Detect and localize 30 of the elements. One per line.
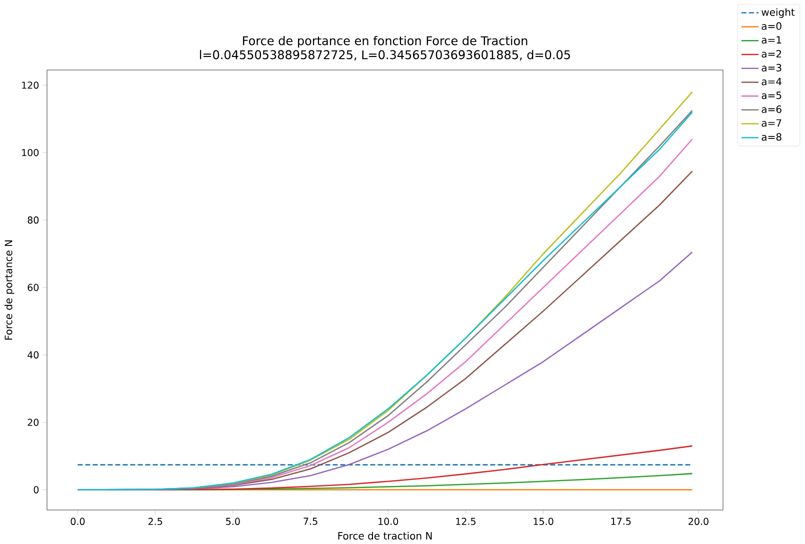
- legend-label: a=3: [762, 64, 782, 72]
- x-tick-label: 15.0: [534, 518, 554, 525]
- legend-label: a=1: [762, 36, 782, 44]
- chart-subtitle: l=0.04550538895872725, L=0.34565703693601885, d=0.05: [200, 50, 570, 60]
- y-tick-label: 80: [28, 216, 39, 224]
- chart-title: Force de portance en fonction Force de Traction: [243, 36, 528, 48]
- legend-label: a=8: [762, 133, 782, 141]
- x-tick-label: 0.0: [70, 518, 85, 525]
- x-tick-label: 12.5: [456, 518, 476, 525]
- y-tick-label: 100: [22, 149, 39, 156]
- x-axis-title: Force de traction N: [338, 532, 432, 540]
- x-tick-label: 20.0: [688, 518, 708, 525]
- x-tick-label: 2.5: [148, 518, 162, 525]
- x-tick-label: 7.5: [304, 518, 318, 525]
- y-tick-label: 0: [34, 486, 39, 494]
- y-tick-label: 60: [28, 284, 39, 292]
- legend-label: a=7: [762, 119, 782, 127]
- y-tick-label: 120: [22, 82, 39, 89]
- y-tick-label: 20: [28, 418, 39, 426]
- legend-label: a=5: [762, 92, 782, 100]
- x-tick-label: 10.0: [378, 518, 398, 525]
- y-axis-title: Force de portance N: [4, 240, 14, 340]
- legend-label: a=0: [762, 22, 782, 30]
- x-tick-label: 17.5: [611, 518, 631, 525]
- legend-label: a=2: [762, 50, 782, 58]
- legend-label: a=6: [762, 105, 782, 113]
- legend-label: a=4: [762, 78, 782, 86]
- legend-label: weight: [762, 8, 795, 18]
- x-tick-label: 5.0: [226, 518, 240, 525]
- y-tick-label: 40: [28, 351, 39, 358]
